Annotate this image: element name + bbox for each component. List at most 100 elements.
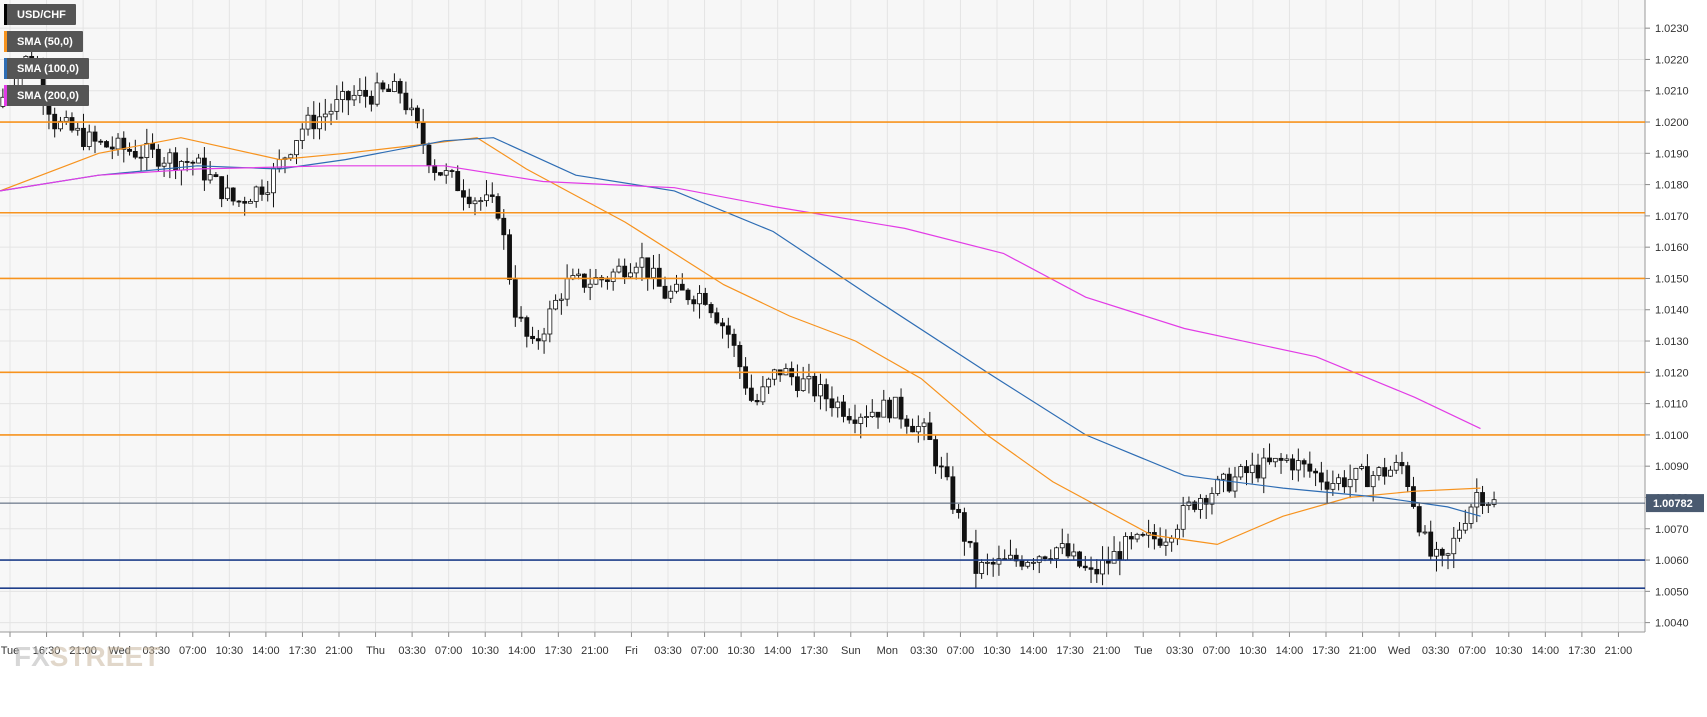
x-tick-label: 17:30: [1568, 645, 1596, 657]
candle-down: [950, 476, 956, 510]
candle-up: [639, 257, 645, 268]
candle-down: [743, 366, 749, 389]
candle-up: [478, 200, 484, 203]
candle-down: [1077, 551, 1082, 567]
candle-down: [714, 312, 720, 324]
candle-up: [979, 562, 985, 574]
candle-up: [248, 201, 253, 204]
legend-label: USD/CHF: [17, 8, 66, 21]
candle-down: [466, 196, 472, 205]
legend-item-sma-50[interactable]: SMA (50,0): [4, 31, 83, 52]
candle-down: [1267, 457, 1272, 463]
candle-up: [1445, 553, 1451, 556]
candle-down: [345, 91, 351, 101]
candle-up: [651, 267, 656, 279]
x-tick-label: Wed: [108, 645, 130, 657]
candle-up: [265, 192, 271, 195]
x-tick-label: Tue: [1134, 645, 1153, 657]
x-tick-label: 07:00: [1203, 645, 1231, 657]
x-tick-label: 17:30: [545, 645, 573, 657]
candle-up: [1295, 460, 1301, 471]
candle-up: [1457, 529, 1462, 539]
candle-down: [1094, 568, 1100, 575]
candle-up: [1376, 467, 1382, 476]
candle-up: [547, 308, 553, 335]
candle-down: [507, 234, 512, 281]
candle-up: [1169, 537, 1175, 543]
candle-down: [1019, 560, 1025, 567]
candle-up: [587, 283, 593, 288]
time-axis-background: [0, 632, 1645, 712]
candle-down: [213, 174, 219, 178]
x-tick-label: 10:30: [216, 645, 244, 657]
candle-down: [679, 283, 685, 291]
candle-up: [858, 416, 864, 424]
candle-up: [996, 558, 1002, 565]
x-tick-label: 14:00: [508, 645, 536, 657]
candle-up: [892, 396, 898, 419]
candle-down: [691, 299, 697, 305]
candle-up: [674, 283, 679, 292]
legend-label: SMA (200,0): [17, 89, 79, 102]
candle-up: [800, 378, 806, 391]
candle-down: [656, 267, 662, 287]
candle-up: [668, 290, 674, 299]
candle-down: [518, 316, 524, 319]
legend-item-symbol[interactable]: USD/CHF: [4, 4, 76, 25]
candle-down: [1192, 501, 1198, 510]
x-tick-label: 14:00: [1532, 645, 1560, 657]
candle-down: [581, 273, 587, 288]
candle-up: [1008, 554, 1013, 560]
candle-down: [990, 561, 996, 565]
watermark-fx: FX: [14, 641, 50, 672]
candle-up: [818, 384, 823, 397]
candle-down: [535, 338, 541, 342]
candle-down: [1290, 458, 1295, 471]
candle-up: [633, 266, 639, 274]
candle-down: [812, 375, 818, 397]
x-tick-label: 07:00: [947, 645, 975, 657]
candle-up: [294, 140, 299, 156]
candle-up: [616, 265, 622, 273]
candle-down: [1278, 457, 1284, 461]
candle-down: [841, 401, 846, 417]
candle-down: [748, 387, 754, 401]
x-tick-label: 21:00: [69, 645, 97, 657]
candle-down: [685, 289, 691, 301]
candle-down: [501, 217, 507, 236]
candle-down: [720, 322, 725, 327]
candle-up: [1422, 531, 1428, 534]
candle-down: [846, 416, 852, 421]
x-tick-label: 10:30: [1239, 645, 1267, 657]
candle-down: [1364, 466, 1370, 488]
candle-down: [1013, 554, 1019, 562]
x-tick-label: 07:00: [1458, 645, 1486, 657]
legend-item-sma-100[interactable]: SMA (100,0): [4, 58, 89, 79]
candle-down: [415, 107, 420, 124]
candle-up: [443, 170, 449, 176]
x-tick-label: 17:30: [289, 645, 317, 657]
candle-up: [1485, 504, 1491, 506]
candle-up: [409, 107, 415, 111]
chart-legend: USD/CHF SMA (50,0) SMA (100,0) SMA (200,…: [4, 4, 89, 112]
candle-up: [610, 271, 616, 282]
candle-up: [1238, 466, 1244, 478]
legend-item-sma-200[interactable]: SMA (200,0): [4, 85, 89, 106]
candle-down: [380, 82, 386, 90]
x-tick-label: 17:30: [800, 645, 828, 657]
x-tick-label: 03:30: [654, 645, 682, 657]
candle-down: [938, 465, 944, 468]
candle-up: [1186, 501, 1192, 506]
candle-up: [1134, 533, 1140, 540]
candle-down: [1301, 460, 1307, 465]
candle-down: [1399, 462, 1405, 467]
candle-down: [1439, 548, 1445, 556]
candle-down: [1226, 473, 1232, 492]
x-tick-label: 03:30: [398, 645, 426, 657]
candle-down: [403, 92, 409, 111]
candle-down: [1117, 551, 1123, 561]
legend-swatch: [4, 4, 7, 25]
x-tick-label: Mon: [877, 645, 898, 657]
y-tick-label: 1.0210: [1655, 86, 1689, 98]
x-tick-label: 21:00: [1605, 645, 1633, 657]
